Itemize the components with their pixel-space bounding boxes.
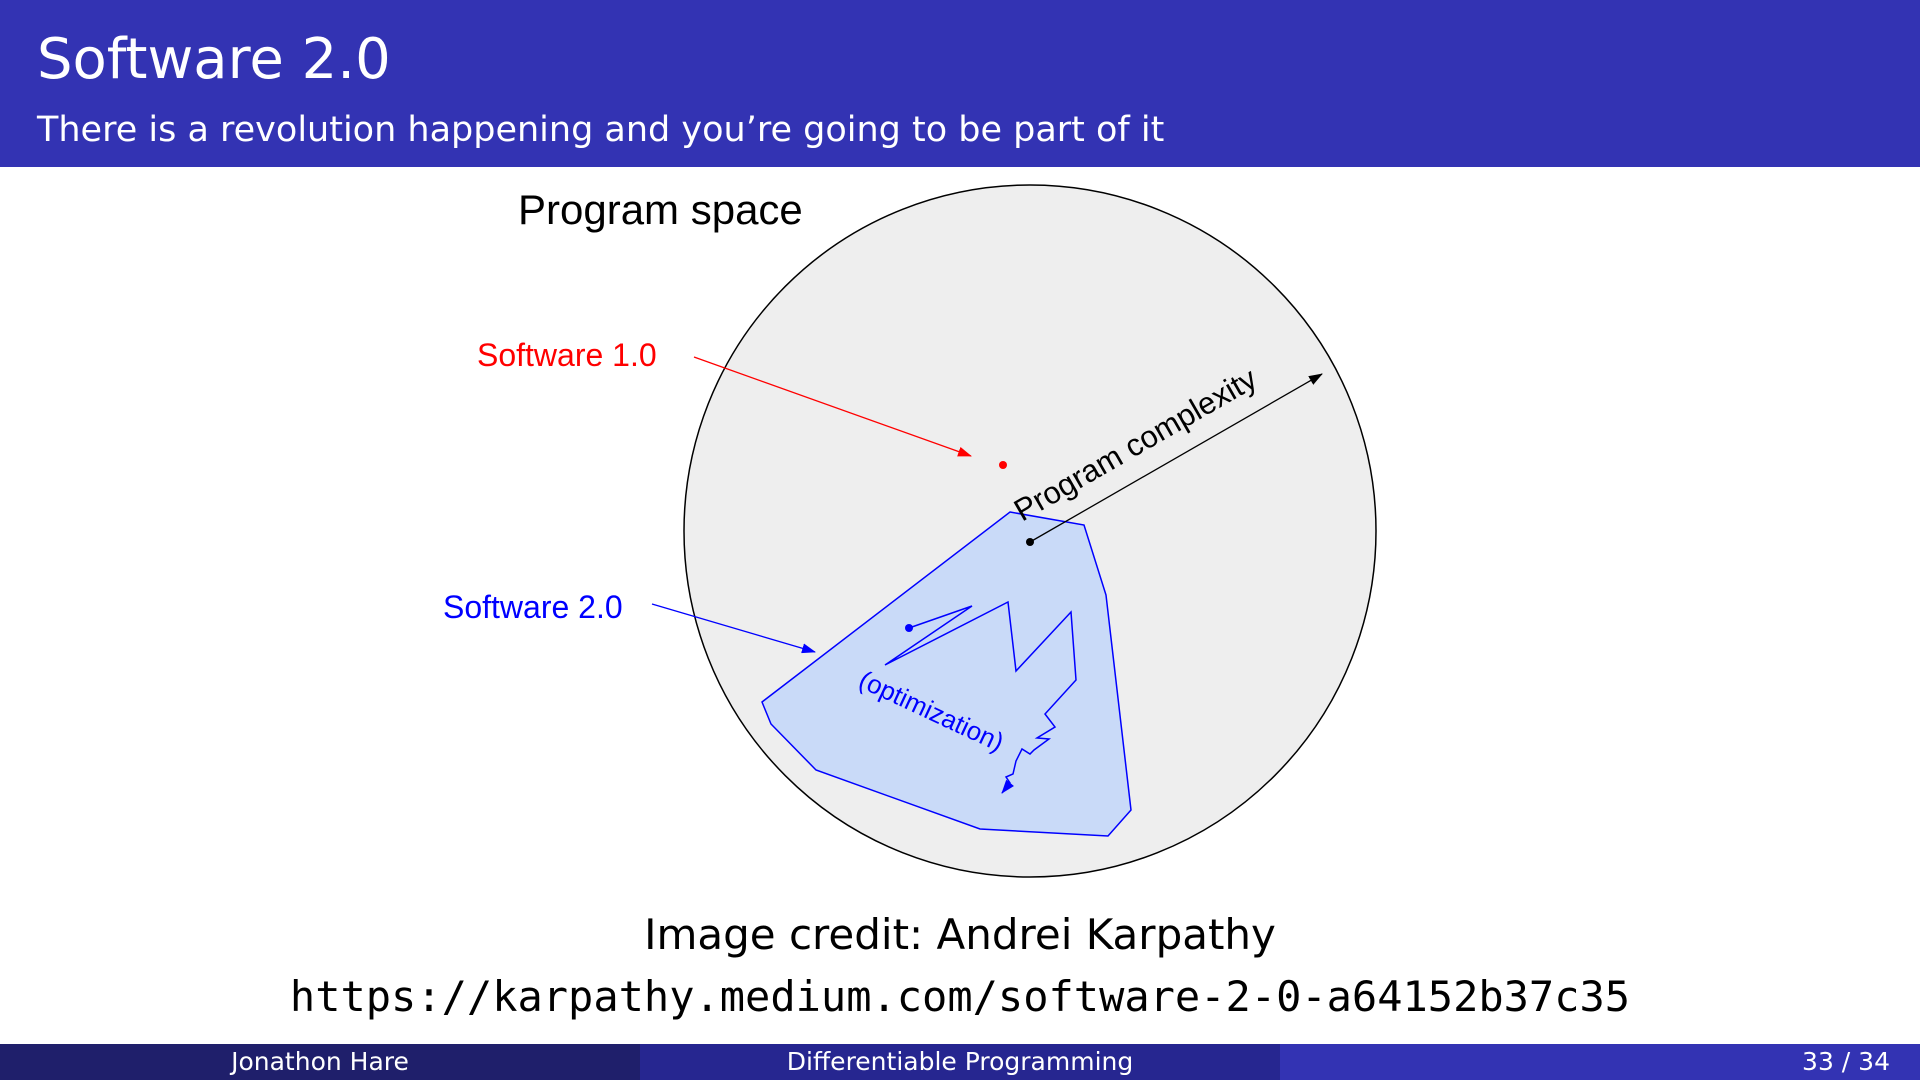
software2-region xyxy=(761,511,1132,837)
slide-header: Software 2.0 There is a revolution happe… xyxy=(0,0,1920,167)
software1-dot xyxy=(999,461,1007,469)
slide-title: Software 2.0 xyxy=(37,27,391,92)
image-credit: Image credit: Andrei Karpathy xyxy=(644,910,1276,959)
program-space-diagram: Program space (optimization) Software 1.… xyxy=(443,184,1377,878)
footer-page-number: 33 / 34 xyxy=(1280,1044,1920,1080)
optimization-path xyxy=(884,600,1077,794)
software1-arrow xyxy=(693,356,972,457)
footer-author: Jonathon Hare xyxy=(0,1044,640,1080)
footer-course-title: Differentiable Programming xyxy=(640,1044,1280,1080)
credit-url-link[interactable]: https://karpathy.medium.com/software-2-0… xyxy=(289,972,1631,1021)
program-space-title: Program space xyxy=(518,186,803,233)
complexity-arrow xyxy=(1029,373,1323,543)
slide-subtitle: There is a revolution happening and you’… xyxy=(37,110,1165,150)
software2-arrow xyxy=(651,603,816,654)
optimization-start-dot xyxy=(905,624,913,632)
slide-footer: Jonathon Hare Differentiable Programming… xyxy=(0,1044,1920,1080)
software2-label: Software 2.0 xyxy=(443,589,623,625)
software1-label: Software 1.0 xyxy=(477,337,657,373)
